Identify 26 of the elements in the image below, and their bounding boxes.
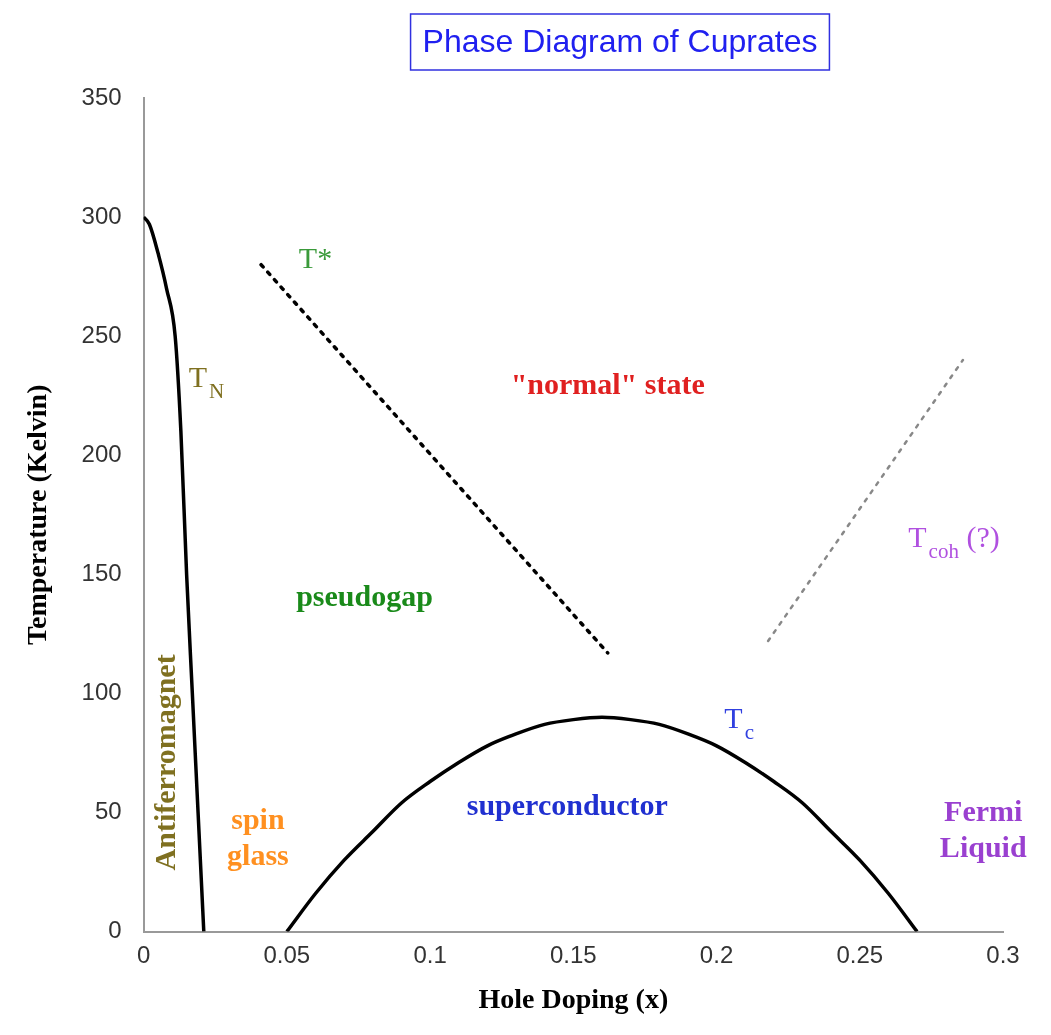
line-series (143, 215, 206, 932)
x-tick-label: 0.15 (549, 940, 597, 968)
x-tick-label: 0 (136, 940, 151, 968)
annotation: Fermi Liquid (939, 794, 1027, 864)
y-tick-label: 150 (81, 558, 122, 586)
y-tick-label: 100 (81, 678, 122, 706)
y-axis-title: Temperature (Kelvin) (21, 384, 53, 646)
annotation: superconductor (466, 788, 668, 822)
x-tick-label: 0.3 (986, 940, 1020, 968)
x-tick-label: 0.25 (836, 940, 884, 968)
annotation: Antiferromagnet (147, 654, 181, 871)
annotation: T* (298, 240, 333, 274)
y-tick-label: 250 (81, 320, 122, 348)
x-axis-title: Hole Doping (x) (478, 983, 669, 1015)
y-tick-label: 350 (81, 82, 122, 110)
x-tick-label: 0.05 (263, 940, 311, 968)
y-tick-label: 0 (108, 916, 122, 944)
chart-title: Phase Diagram of Cuprates (422, 22, 818, 59)
x-tick-label: 0.2 (699, 940, 734, 968)
y-tick-label: 300 (81, 201, 122, 229)
y-tick-label: 50 (94, 797, 122, 825)
x-tick-label: 0.1 (413, 940, 447, 968)
annotation: pseudogap (296, 578, 433, 612)
annotation: "normal" state (510, 367, 705, 401)
y-tick-label: 200 (81, 439, 122, 467)
annotation: spin glass (227, 801, 289, 871)
